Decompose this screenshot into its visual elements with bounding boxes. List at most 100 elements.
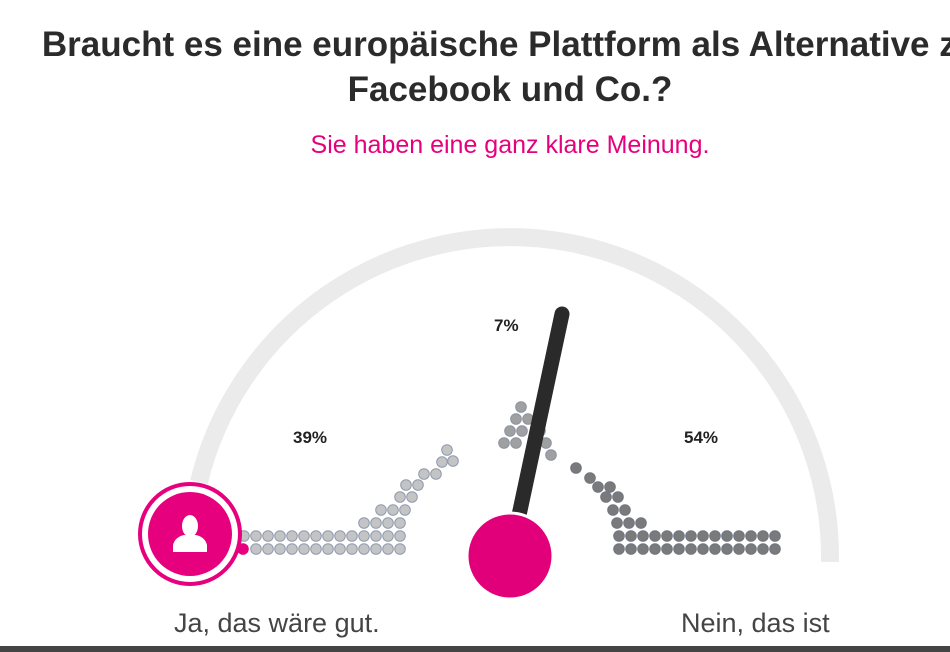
dot-no [607, 504, 619, 516]
dot-neutral [545, 449, 557, 461]
gauge-arc [190, 228, 840, 563]
dot-yes [399, 504, 411, 516]
dot-yes [382, 530, 394, 542]
dot-neutral [504, 425, 516, 437]
dot-no [757, 543, 769, 555]
dot-no [673, 543, 685, 555]
dot-yes [334, 543, 346, 555]
dot-yes [406, 491, 418, 503]
label-yes: Ja, das wäre gut. [174, 608, 380, 638]
subtitle: Sie haben eine ganz klare Meinung. [310, 131, 710, 159]
dot-yes [387, 504, 399, 516]
dot-no [619, 504, 631, 516]
dot-yes [400, 479, 412, 491]
dot-no [600, 491, 612, 503]
dot-yes [310, 543, 322, 555]
dot-neutral [510, 437, 522, 449]
dot-yes [358, 530, 370, 542]
label-no: Nein, das ist [681, 608, 830, 638]
dot-no [673, 530, 685, 542]
dot-no [733, 543, 745, 555]
dot-yes [436, 456, 448, 468]
dot-yes [250, 530, 262, 542]
user-marker[interactable] [138, 482, 242, 586]
dot-no [733, 530, 745, 542]
dot-no [697, 530, 709, 542]
dot-no [745, 543, 757, 555]
dot-yes [370, 530, 382, 542]
dot-yes [346, 543, 358, 555]
dot-yes [286, 543, 298, 555]
dot-yes [394, 517, 406, 529]
dot-yes [382, 543, 394, 555]
dot-no [623, 517, 635, 529]
dot-no [661, 530, 673, 542]
dot-no [721, 530, 733, 542]
dot-no [649, 543, 661, 555]
gauge-needle [504, 306, 570, 556]
dot-no [570, 462, 582, 474]
dot-yes [441, 444, 453, 456]
dot-no [757, 530, 769, 542]
user-icon [173, 515, 207, 552]
dot-no [709, 543, 721, 555]
dot-yes [394, 530, 406, 542]
dot-no [612, 491, 624, 503]
dot-yes [358, 517, 370, 529]
dot-no [685, 530, 697, 542]
dot-no [625, 543, 637, 555]
dot-yes [322, 543, 334, 555]
dot-neutral [510, 413, 522, 425]
dot-yes [382, 517, 394, 529]
dot-no [584, 472, 596, 484]
dot-no [637, 530, 649, 542]
dot-no [697, 543, 709, 555]
dot-no [635, 517, 647, 529]
dot-yes [358, 543, 370, 555]
dot-yes [346, 530, 358, 542]
dot-yes [262, 530, 274, 542]
dot-yes [370, 543, 382, 555]
dot-no [604, 481, 616, 493]
dot-yes [447, 455, 459, 467]
label-no-percent: 54% [684, 428, 719, 447]
dot-no [637, 543, 649, 555]
dot-yes [298, 530, 310, 542]
dot-yes [370, 517, 382, 529]
bottom-bar [0, 646, 950, 652]
dot-yes [334, 530, 346, 542]
dot-no [769, 543, 781, 555]
label-yes-percent: 39% [293, 428, 328, 447]
dot-yes [298, 543, 310, 555]
label-neutral-percent: 7% [494, 316, 519, 335]
dot-no [745, 530, 757, 542]
dot-no [661, 543, 673, 555]
dot-yes [394, 543, 406, 555]
dot-yes [375, 504, 387, 516]
dot-no [592, 481, 604, 493]
dot-yes [262, 543, 274, 555]
dot-no [709, 530, 721, 542]
dot-yes [274, 530, 286, 542]
dot-no [721, 543, 733, 555]
dot-no [625, 530, 637, 542]
dot-yes [250, 543, 262, 555]
dot-neutral [515, 401, 527, 413]
dot-yes [418, 468, 430, 480]
gauge-hub [465, 511, 555, 601]
dot-no [613, 530, 625, 542]
dot-yes [412, 479, 424, 491]
dot-no [649, 530, 661, 542]
dot-no [685, 543, 697, 555]
dot-yes [430, 468, 442, 480]
dot-no [613, 543, 625, 555]
dot-yes [274, 543, 286, 555]
dot-yes [322, 530, 334, 542]
page-title: Braucht es eine europäische Plattform al… [41, 25, 950, 109]
dot-no [769, 530, 781, 542]
dot-yes [394, 491, 406, 503]
dot-yes [286, 530, 298, 542]
dot-neutral [498, 437, 510, 449]
dot-yes [310, 530, 322, 542]
